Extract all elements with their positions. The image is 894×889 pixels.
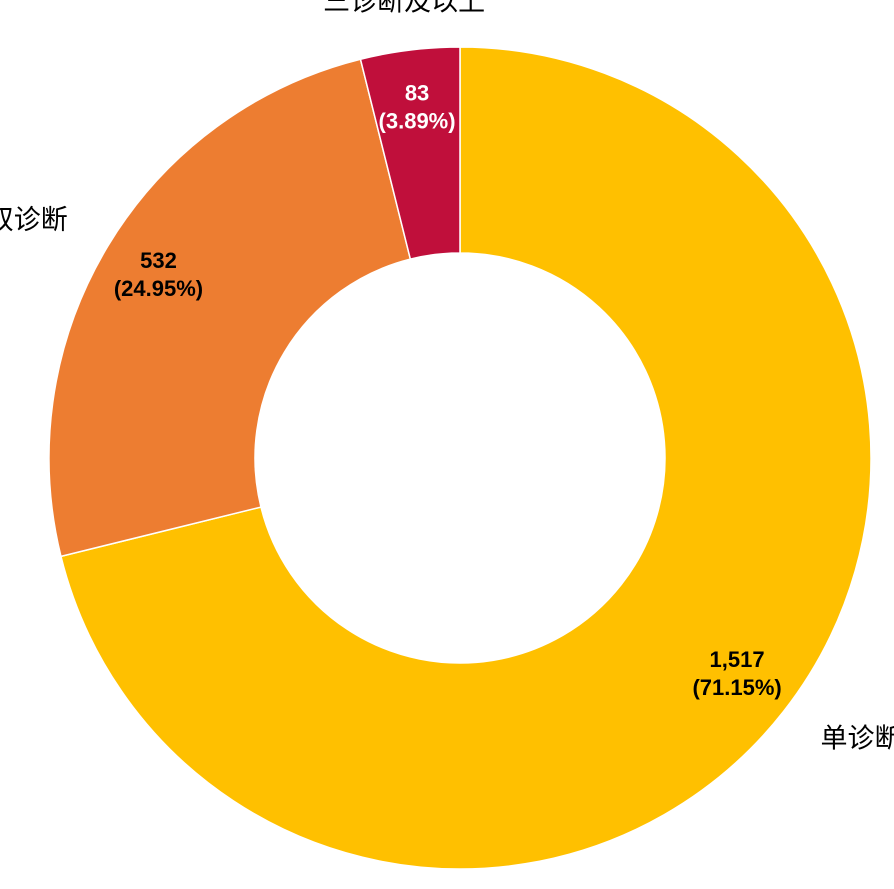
value-label: 532: [140, 248, 177, 273]
percent-label: (24.95%): [114, 276, 203, 301]
category-label: 单诊断: [821, 724, 894, 754]
value-label: 83: [405, 80, 429, 105]
slice: [359, 46, 461, 261]
category-label: 双诊断: [0, 205, 68, 235]
value-label: 1,517: [710, 647, 765, 672]
slice: [60, 46, 872, 870]
percent-label: (3.89%): [379, 108, 456, 133]
percent-label: (71.15%): [692, 675, 781, 700]
slice: [48, 58, 412, 558]
category-label: 三诊断及以上: [323, 0, 485, 17]
